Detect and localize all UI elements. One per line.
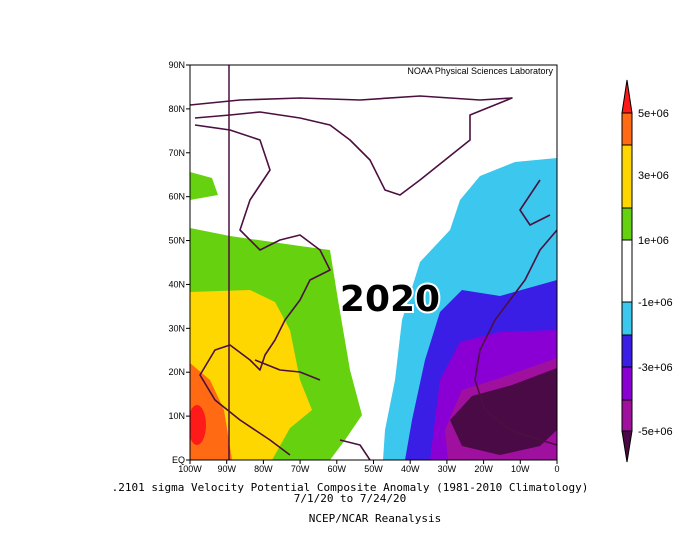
- colorbar: [621, 79, 633, 463]
- lat-label: 50N: [168, 236, 185, 246]
- lat-label: 70N: [168, 148, 185, 158]
- lat-label: 10N: [168, 411, 185, 421]
- lat-label: 60N: [168, 192, 185, 202]
- colorbar-label: -1e+06: [638, 297, 673, 309]
- footer-line: NCEP/NCAR Reanalysis: [309, 512, 441, 525]
- colorbar-label: 3e+06: [638, 170, 669, 182]
- lon-label: 30W: [438, 464, 457, 474]
- footer-line: .2101 sigma Velocity Potential Composite…: [112, 481, 589, 494]
- lon-label: 20W: [474, 464, 493, 474]
- lon-label: 80W: [254, 464, 273, 474]
- lon-label: 50W: [364, 464, 383, 474]
- map-field: [190, 65, 557, 460]
- year-annotation: 2020: [340, 279, 440, 320]
- lon-label: 40W: [401, 464, 420, 474]
- colorbar-label: 1e+06: [638, 235, 669, 247]
- footer-line: 7/1/20 to 7/24/20: [294, 492, 407, 505]
- lon-label: 60W: [328, 464, 347, 474]
- lon-label: 70W: [291, 464, 310, 474]
- colorbar-label: -3e+06: [638, 362, 673, 374]
- lat-label: 90N: [168, 60, 185, 70]
- credit: NOAA Physical Sciences Laboratory: [407, 66, 553, 76]
- lat-label: 80N: [168, 104, 185, 114]
- lat-label: 30N: [168, 323, 185, 333]
- colorbar-label: 5e+06: [638, 108, 669, 120]
- colorbar-label: -5e+06: [638, 426, 673, 438]
- lon-label: 10W: [511, 464, 530, 474]
- lon-label: 0: [554, 464, 559, 474]
- lon-label: 100W: [178, 464, 202, 474]
- lat-label: EQ: [172, 455, 185, 465]
- lat-label: 40N: [168, 279, 185, 289]
- lat-label: 20N: [168, 367, 185, 377]
- lon-label: 90W: [217, 464, 236, 474]
